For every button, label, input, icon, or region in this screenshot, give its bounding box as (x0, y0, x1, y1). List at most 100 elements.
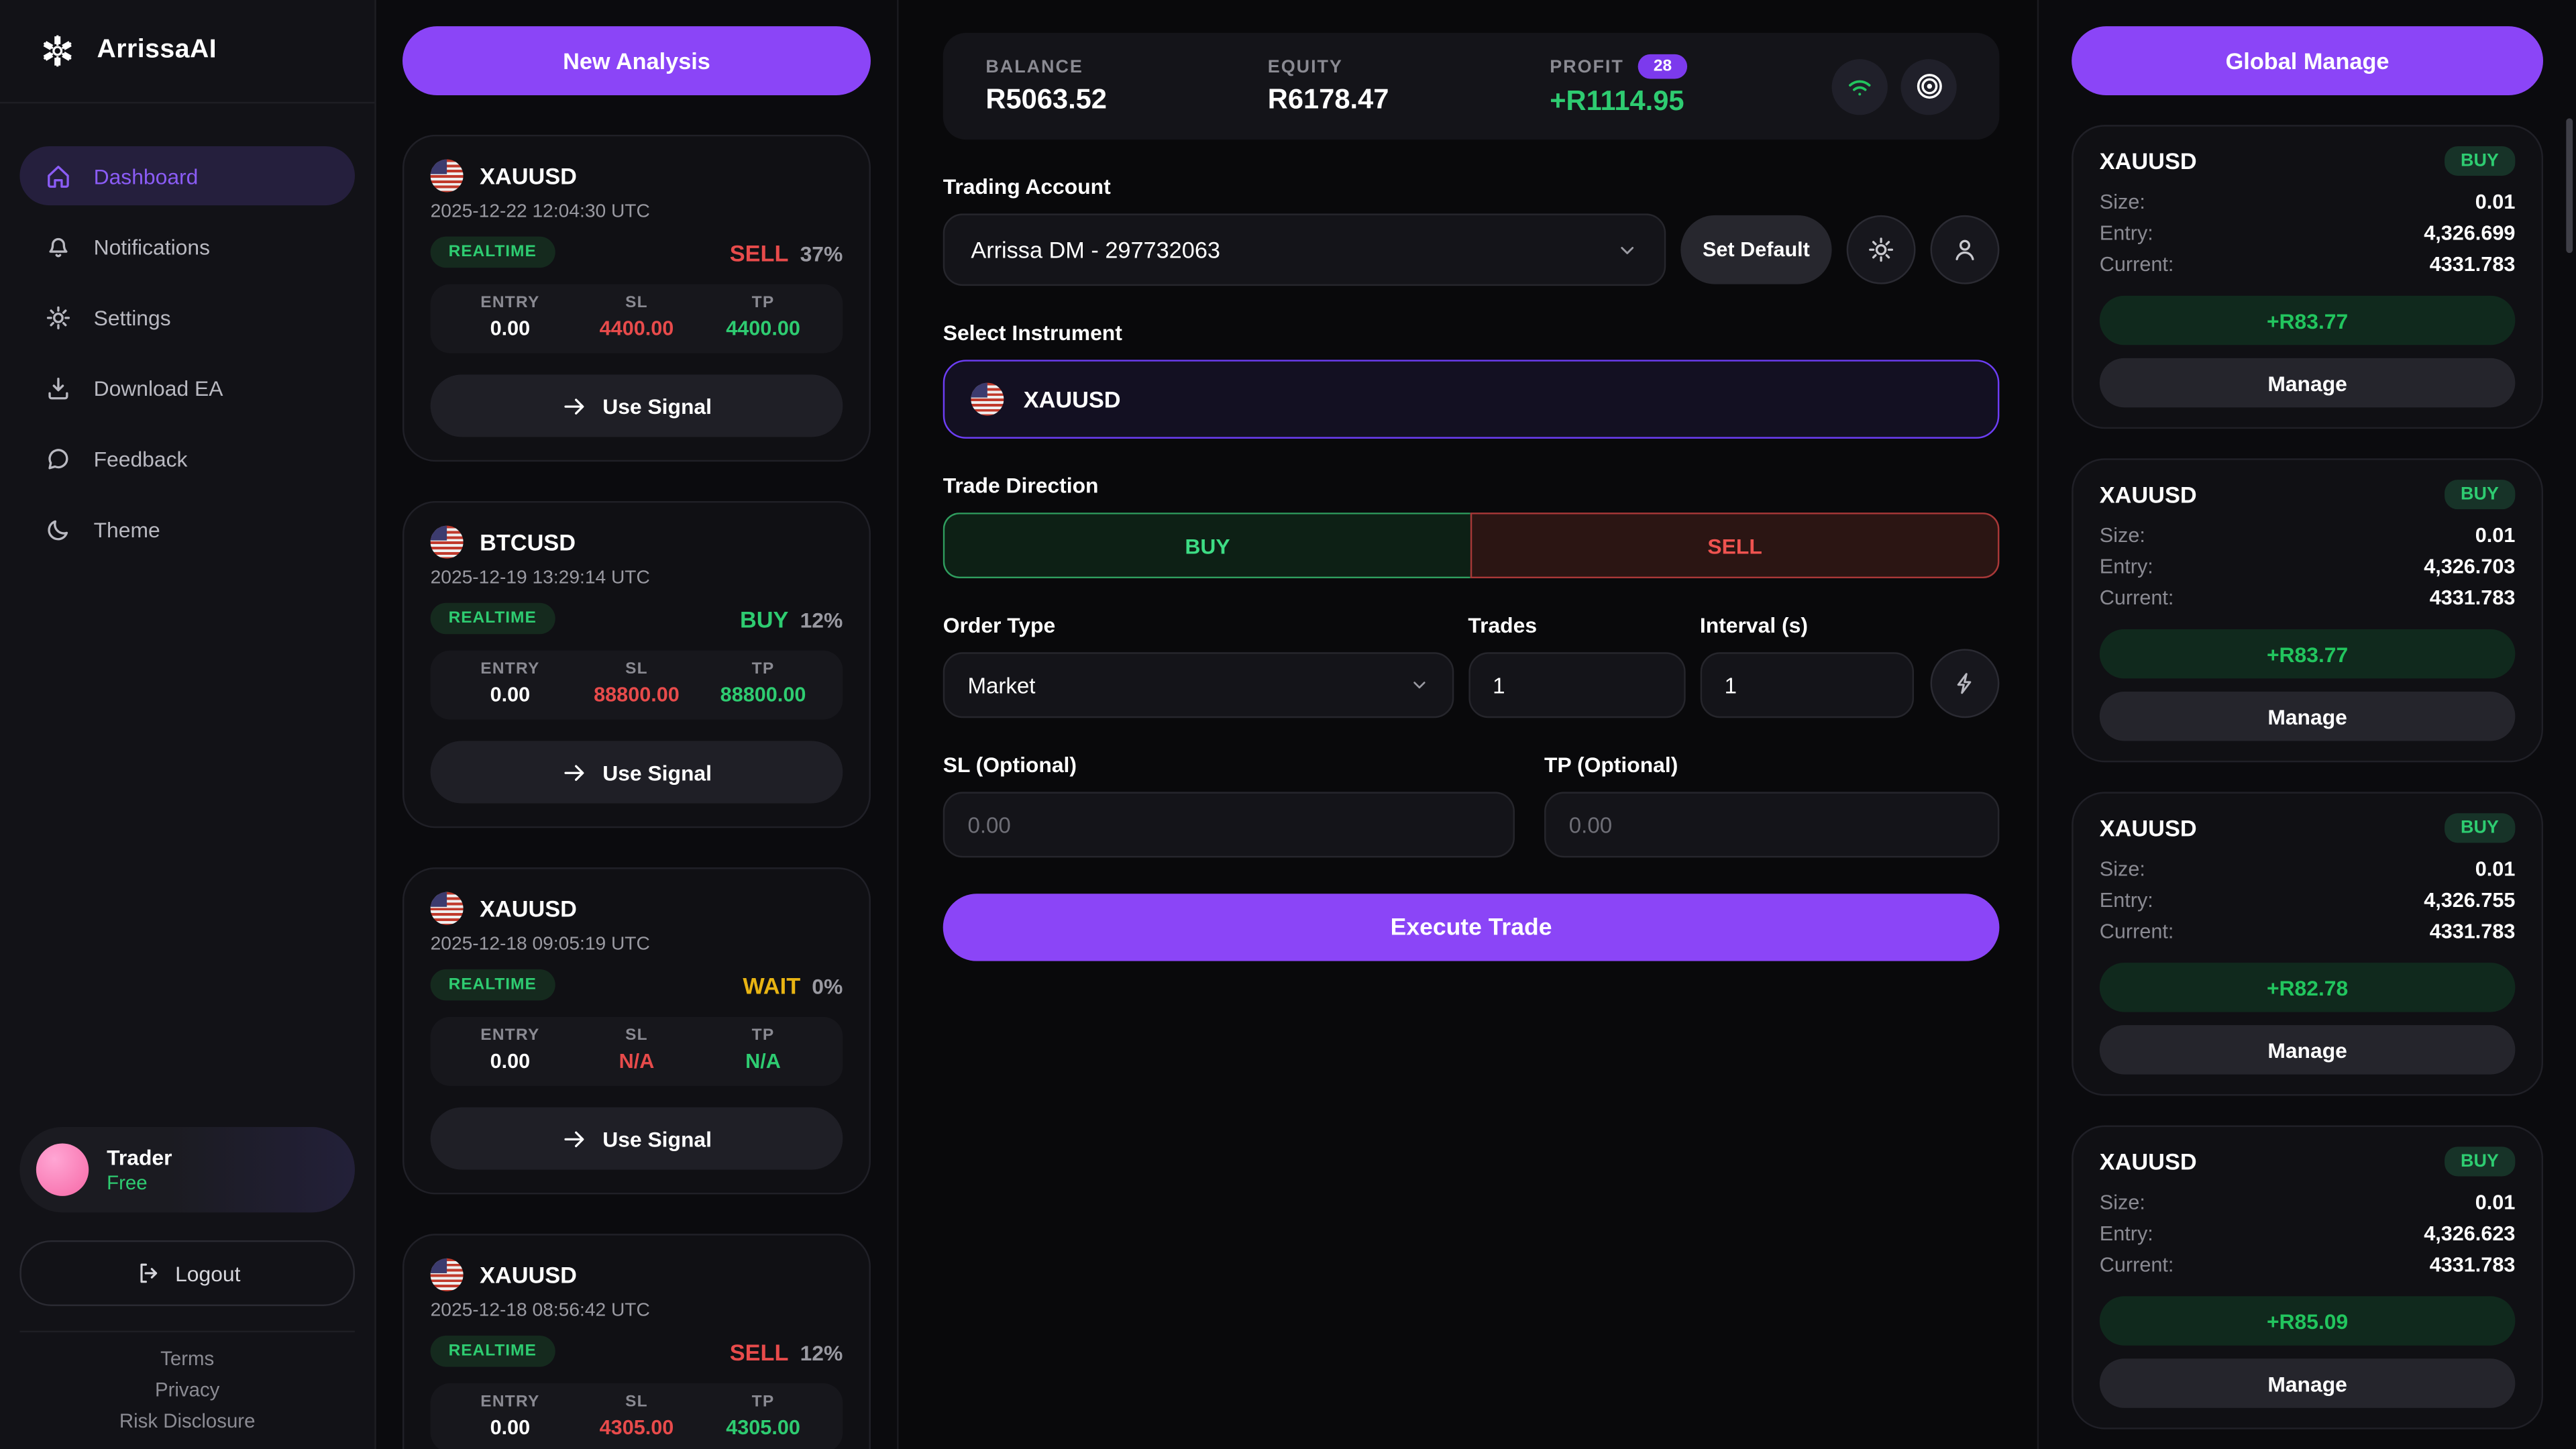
tp-value: 88800.00 (720, 683, 806, 707)
use-signal-button[interactable]: Use Signal (430, 1107, 843, 1170)
sidebar-item-settings[interactable]: Settings (19, 288, 355, 347)
us-flag-icon (430, 525, 464, 559)
tp-optional-label: TP (Optional) (1544, 752, 1678, 777)
user-name: Trader (107, 1144, 172, 1170)
signal-metrics: ENTRY 0.00 SL 4400.00 TP 4400.00 (430, 284, 843, 354)
risk-disclosure-link[interactable]: Risk Disclosure (119, 1409, 256, 1433)
position-side-badge: BUY (2444, 1146, 2516, 1177)
sidebar-bottom: Trader Free Logout Terms Privacy Risk Di… (0, 1127, 374, 1449)
signal-action: BUY (740, 605, 789, 632)
moon-icon (44, 515, 72, 543)
download-icon (44, 374, 72, 402)
sidebar-item-theme[interactable]: Theme (19, 499, 355, 558)
use-signal-button[interactable]: Use Signal (430, 741, 843, 804)
sidebar-item-dashboard[interactable]: Dashboard (19, 146, 355, 206)
size-value: 0.01 (2475, 1191, 2516, 1214)
sell-direction-button[interactable]: SELL (1470, 513, 2000, 579)
current-value: 4331.783 (2429, 920, 2516, 943)
execute-trade-button[interactable]: Execute Trade (943, 894, 2000, 961)
order-type-select[interactable]: Market (943, 652, 1454, 718)
us-flag-icon (971, 382, 1004, 416)
global-manage-button[interactable]: Global Manage (2072, 26, 2544, 96)
account-profile-button[interactable] (1930, 215, 2000, 284)
realtime-badge: REALTIME (430, 602, 555, 635)
sl-label: SL (625, 1026, 648, 1045)
sidebar-nav: Dashboard Notifications Settings Downloa… (0, 103, 374, 558)
trading-account-value: Arrissa DM - 297732063 (971, 236, 1220, 263)
use-signal-label: Use Signal (602, 393, 712, 419)
logo-snowflake-icon (36, 30, 79, 72)
current-value: 4331.783 (2429, 586, 2516, 610)
profit-stat: PROFIT 28 +R1114.95 (1550, 54, 1831, 119)
profit-label: PROFIT (1550, 56, 1624, 76)
tp-value: 4305.00 (726, 1416, 800, 1440)
bolt-icon (1951, 670, 1978, 696)
manage-button[interactable]: Manage (2099, 358, 2516, 408)
user-card[interactable]: Trader Free (19, 1127, 355, 1213)
sidebar-item-feedback[interactable]: Feedback (19, 429, 355, 488)
new-analysis-button[interactable]: New Analysis (402, 26, 871, 96)
set-default-button[interactable]: Set Default (1680, 215, 1832, 284)
scrollbar-thumb[interactable] (2566, 118, 2573, 254)
current-label: Current: (2099, 920, 2174, 943)
us-flag-icon (430, 1258, 464, 1291)
signal-timestamp: 2025-12-19 13:29:14 UTC (430, 568, 650, 588)
signal-card: XAUUSD 2025-12-22 12:04:30 UTC REALTIME … (402, 134, 871, 462)
sidebar-item-label: Theme (93, 517, 160, 541)
entry-label: Entry: (2099, 221, 2153, 245)
target-button[interactable] (1900, 58, 1957, 115)
terms-link[interactable]: Terms (160, 1347, 215, 1371)
use-signal-label: Use Signal (602, 1126, 712, 1151)
entry-value: 4,326.699 (2424, 221, 2516, 245)
user-plan-badge: Free (107, 1171, 148, 1195)
profit-value: +R1114.95 (1550, 85, 1684, 117)
buy-direction-button[interactable]: BUY (943, 513, 1470, 579)
instrument-select[interactable]: XAUUSD (943, 360, 2000, 439)
sl-input[interactable] (967, 812, 1491, 837)
trades-input[interactable] (1493, 672, 1661, 698)
signal-action: WAIT (743, 971, 801, 998)
manage-button[interactable]: Manage (2099, 692, 2516, 741)
arrow-right-icon (561, 394, 586, 419)
use-signal-label: Use Signal (602, 759, 712, 785)
logout-button[interactable]: Logout (19, 1240, 355, 1306)
balance-label: BALANCE (985, 56, 1083, 76)
manage-button[interactable]: Manage (2099, 1358, 2516, 1408)
account-settings-button[interactable] (1846, 215, 1916, 284)
use-signal-button[interactable]: Use Signal (430, 374, 843, 437)
tp-input-wrap (1544, 792, 2000, 858)
signal-card: BTCUSD 2025-12-19 13:29:14 UTC REALTIME … (402, 500, 871, 828)
sidebar-item-notifications[interactable]: Notifications (19, 217, 355, 276)
signal-action: SELL (729, 239, 789, 266)
position-card: XAUUSD BUY Size: 0.01 Entry: 4,326.755 Cur… (2072, 792, 2544, 1096)
app-title: ArrissaAI (97, 36, 217, 64)
us-flag-icon (430, 159, 464, 193)
signal-card: XAUUSD 2025-12-18 09:05:19 UTC REALTIME … (402, 867, 871, 1195)
privacy-link[interactable]: Privacy (155, 1378, 220, 1401)
interval-input[interactable] (1724, 672, 1890, 698)
tp-label: TP (751, 660, 775, 679)
signal-confidence: 12% (800, 606, 843, 632)
trade-direction-toggle: BUY SELL (943, 513, 2000, 579)
manage-button[interactable]: Manage (2099, 1025, 2516, 1075)
quick-execute-button[interactable] (1930, 649, 2000, 718)
app-logo-row: ArrissaAI (0, 0, 375, 104)
sl-value: 88800.00 (594, 683, 680, 707)
entry-value: 0.00 (490, 1416, 531, 1440)
equity-label: EQUITY (1267, 56, 1343, 76)
logout-icon (134, 1260, 160, 1286)
sl-value: 4400.00 (599, 317, 674, 340)
entry-value: 4,326.703 (2424, 555, 2516, 579)
tp-input[interactable] (1568, 812, 1975, 837)
connection-status-button[interactable] (1831, 58, 1888, 115)
sidebar-item-download-ea[interactable]: Download EA (19, 358, 355, 417)
position-symbol: XAUUSD (2099, 1148, 2197, 1175)
tp-value: N/A (745, 1049, 781, 1073)
chevron-down-icon (1617, 239, 1638, 260)
trading-account-select[interactable]: Arrissa DM - 297732063 (943, 213, 1666, 286)
trades-label: Trades (1468, 612, 1538, 638)
position-profit-pill: +R83.77 (2099, 629, 2516, 679)
tp-label: TP (751, 294, 775, 313)
wifi-icon (1845, 72, 1874, 101)
